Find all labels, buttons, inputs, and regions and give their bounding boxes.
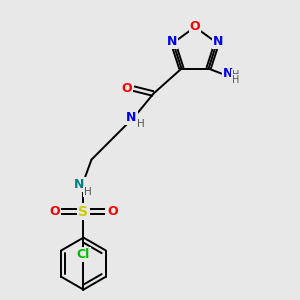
Text: H: H [136, 118, 144, 129]
Text: N: N [126, 111, 137, 124]
Text: H: H [232, 75, 239, 85]
Text: N: N [167, 35, 177, 48]
Text: H: H [232, 70, 239, 80]
Text: O: O [49, 205, 60, 218]
Text: S: S [79, 205, 88, 219]
Text: O: O [190, 20, 200, 34]
Text: N: N [223, 67, 234, 80]
Text: N: N [213, 35, 223, 48]
Text: Cl: Cl [77, 248, 90, 261]
Text: N: N [74, 178, 85, 191]
Text: O: O [107, 205, 118, 218]
Text: H: H [84, 187, 92, 196]
Text: O: O [121, 82, 132, 95]
